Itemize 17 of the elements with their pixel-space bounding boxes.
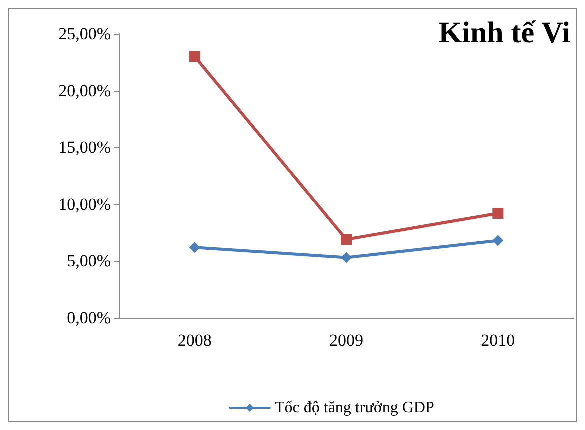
y-tick-label: 5,00% (67, 252, 111, 271)
point (189, 51, 200, 62)
y-tick-label: 25,00% (58, 24, 111, 44)
point (341, 234, 352, 246)
chart-title: Kinh tế Vi (438, 16, 570, 50)
point (189, 242, 200, 254)
point (492, 208, 504, 219)
y-tick-label: 10,00% (58, 194, 111, 214)
point (341, 252, 352, 264)
x-tick-label: 2008 (178, 331, 212, 350)
y-tick-label: 15,00% (58, 138, 111, 158)
y-tick-label: 0,00% (67, 308, 111, 328)
x-tick-label: 2009 (330, 331, 364, 350)
x-tick-label: 2010 (481, 331, 516, 350)
y-tick-label: 20,00% (58, 81, 111, 100)
legend-label: Tốc độ tăng trưởng GDP (275, 400, 434, 416)
point (492, 235, 504, 246)
